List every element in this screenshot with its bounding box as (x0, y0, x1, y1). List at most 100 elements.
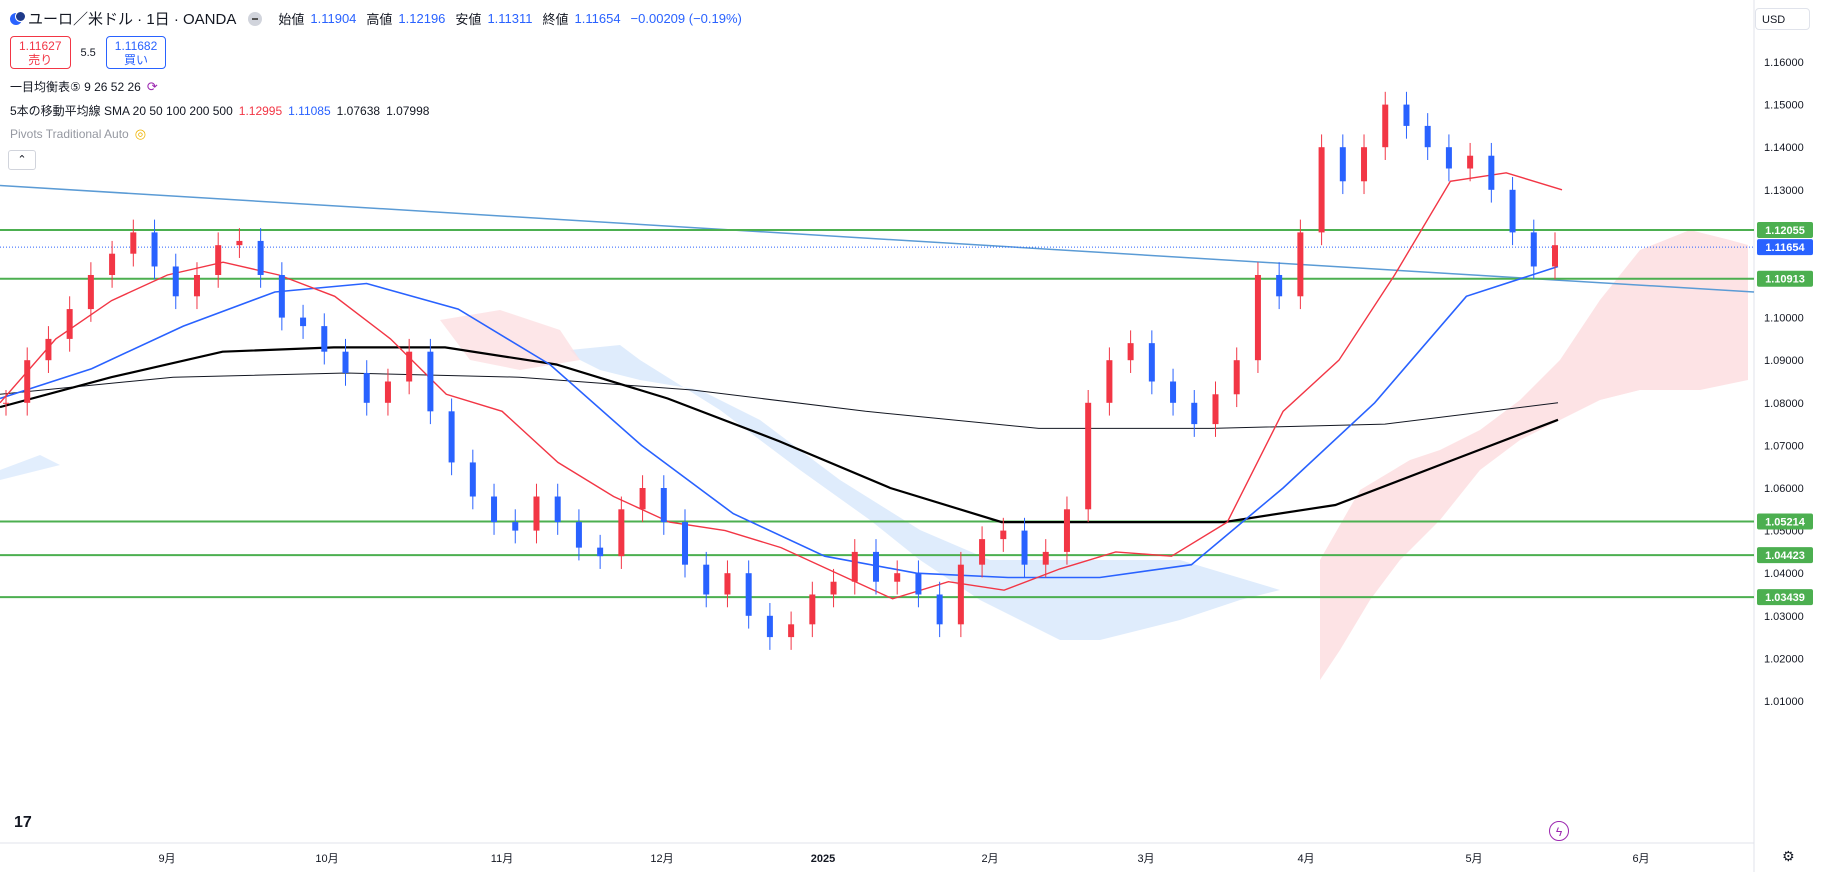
candle-body (3, 402, 9, 404)
candle-body (979, 539, 986, 565)
candle-body (1509, 189, 1516, 233)
candle-body (1085, 402, 1092, 510)
candle-body (682, 522, 689, 565)
x-tick-label: 2月 (981, 853, 998, 865)
candle-body (575, 522, 582, 548)
candle-body (766, 615, 773, 638)
x-tick-label: 6月 (1632, 853, 1649, 865)
candle-body (1021, 530, 1028, 565)
pivots-legend[interactable]: Pivots Traditional Auto ◎ (10, 126, 146, 142)
close-value: 1.11654 (574, 11, 621, 26)
x-tick-label: 5月 (1465, 853, 1482, 865)
y-tick-label: 1.14000 (1764, 142, 1804, 154)
trendline (0, 184, 1755, 293)
plot-area (0, 0, 1754, 843)
candle-body (936, 594, 943, 625)
x-tick-label: 10月 (315, 853, 338, 865)
candle-body (1318, 147, 1325, 233)
ichimoku-cloud-left (0, 455, 60, 480)
collapse-legend-button[interactable] (248, 11, 263, 26)
candle-body (1170, 381, 1177, 403)
buy-button[interactable]: 1.11682 買い (105, 36, 167, 69)
candle-body (236, 240, 243, 246)
candle-body (1254, 275, 1261, 361)
candle-body (321, 326, 328, 352)
candle-body (66, 309, 73, 339)
candle-body (1191, 402, 1198, 425)
ichimoku-label: 一目均衡表⑤ 9 26 52 26 (10, 80, 141, 94)
level-price-badge (1757, 270, 1813, 287)
candle-body (1063, 509, 1070, 552)
high-label: 高値 (366, 12, 393, 27)
candle-body (1488, 155, 1495, 190)
euro-dollar-icon (10, 10, 26, 25)
low-value: 1.11311 (487, 11, 533, 26)
level-price-label: 1.04423 (1765, 550, 1805, 562)
ichimoku-legend[interactable]: 一目均衡表⑤ 9 26 52 26 ⟳ (10, 78, 158, 95)
y-tick-label: 1.03000 (1764, 611, 1804, 623)
candle-body (406, 351, 413, 382)
lightning-icon[interactable]: ϟ (1549, 821, 1569, 841)
gear-icon[interactable]: ⚙ (1782, 848, 1795, 864)
high-value: 1.12196 (398, 11, 446, 26)
candle-body (384, 381, 391, 403)
x-tick-label: 9月 (158, 853, 175, 865)
legend-header: ユーロ／米ドル · 1日 · OANDA 始値 1.11904 高値 1.12196… (10, 8, 742, 29)
candle-body (703, 564, 710, 595)
candle-body (1000, 530, 1007, 540)
candle-body (1212, 394, 1219, 425)
x-tick-label: 4月 (1297, 853, 1314, 865)
hidden-eye-icon[interactable]: ◎ (134, 126, 147, 141)
open-value: 1.11904 (310, 11, 357, 26)
x-tick-label: 12月 (650, 853, 673, 865)
candle-body (1382, 104, 1389, 148)
candle-body (788, 624, 795, 638)
y-tick-label: 1.08000 (1764, 398, 1804, 410)
candle-body (512, 522, 519, 531)
candle-body (1424, 125, 1431, 148)
candle-body (278, 275, 285, 318)
y-tick-label: 1.15000 (1764, 100, 1804, 112)
candle-body (851, 551, 858, 582)
level-price-label: 1.10913 (1765, 274, 1805, 286)
x-tick-label: 3月 (1137, 853, 1154, 865)
sma-value-1: 1.12995 (238, 103, 283, 118)
level-price-label: 1.03439 (1765, 592, 1805, 604)
sma-200-line (0, 346, 1559, 524)
open-label: 始値 (278, 12, 305, 27)
candle-body (872, 551, 879, 582)
candle-body (24, 360, 31, 403)
candle-body (363, 372, 370, 403)
candle-body (87, 275, 94, 310)
candle-body (957, 564, 964, 625)
candle-body (151, 232, 158, 267)
ichimoku-cloud-bullish (1320, 230, 1748, 680)
candle-body (745, 573, 752, 616)
sma-legend[interactable]: 5本の移動平均線 SMA 20 50 100 200 500 1.12995 1… (10, 102, 429, 119)
candle-body (109, 253, 116, 275)
refresh-icon[interactable]: ⟳ (146, 78, 158, 94)
candle-body (1530, 232, 1537, 267)
pivots-label: Pivots Traditional Auto (10, 127, 129, 141)
y-tick-label: 1.01000 (1764, 696, 1804, 708)
candle-body (660, 488, 667, 523)
collapse-legend-chevron-icon[interactable]: ⌃ (8, 150, 36, 170)
symbol-title[interactable]: ユーロ／米ドル · 1日 · OANDA (28, 11, 237, 28)
ichimoku-cloud-bearish (570, 345, 1280, 640)
candle-body (257, 240, 264, 275)
level-price-badge (1757, 547, 1813, 564)
candle-body (1106, 360, 1113, 403)
sma-value-2: 1.11085 (288, 103, 331, 118)
close-label: 終値 (542, 12, 569, 27)
tradingview-logo-icon[interactable]: 17 (14, 814, 32, 831)
candle-body (1552, 245, 1558, 267)
y-tick-label: 1.07000 (1764, 440, 1804, 452)
sell-button[interactable]: 1.11627 売り (10, 36, 71, 69)
candle-body (172, 266, 179, 297)
candle-body (300, 317, 307, 327)
y-tick-label: 1.16000 (1764, 57, 1804, 69)
candle-body (193, 275, 200, 297)
currency-select[interactable]: USD (1755, 8, 1810, 30)
candle-body (1339, 147, 1346, 182)
